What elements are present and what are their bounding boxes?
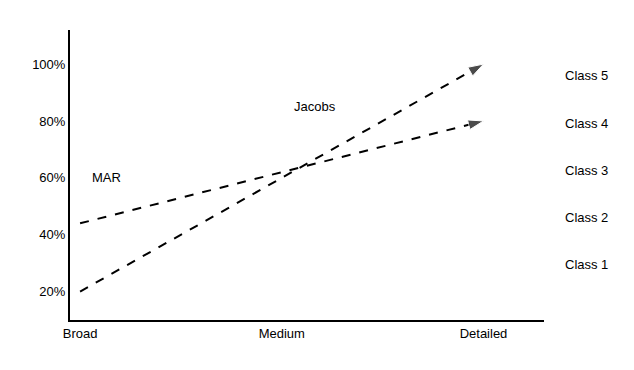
svg-text:Class 2: Class 2: [565, 210, 608, 225]
svg-text:MAR: MAR: [92, 170, 121, 185]
svg-text:Class 1: Class 1: [565, 257, 608, 272]
svg-text:Medium: Medium: [259, 326, 305, 341]
svg-text:Class 4: Class 4: [565, 116, 608, 131]
svg-text:Class 5: Class 5: [565, 68, 608, 83]
svg-text:Broad: Broad: [63, 326, 98, 341]
svg-text:80%: 80%: [39, 114, 65, 129]
svg-text:60%: 60%: [39, 170, 65, 185]
svg-text:Detailed: Detailed: [460, 326, 508, 341]
svg-text:40%: 40%: [39, 227, 65, 242]
svg-text:Jacobs: Jacobs: [294, 99, 336, 114]
svg-text:100%: 100%: [32, 57, 66, 72]
svg-text:Class 3: Class 3: [565, 163, 608, 178]
svg-text:20%: 20%: [39, 284, 65, 299]
